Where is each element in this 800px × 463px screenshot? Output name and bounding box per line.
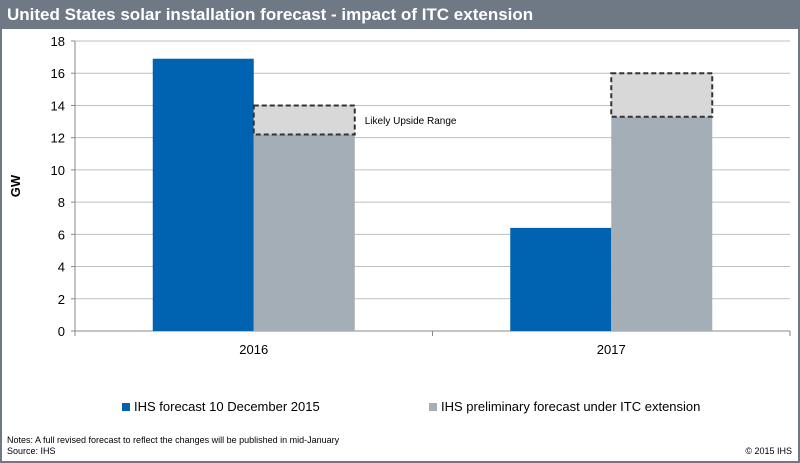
y-tick-label: 10	[51, 163, 65, 178]
legend-item-2: IHS preliminary forecast under ITC exten…	[429, 399, 700, 414]
y-tick-label: 12	[51, 131, 65, 146]
x-tick-label: 2016	[239, 342, 268, 357]
y-tick-label: 2	[58, 292, 65, 307]
bar-ihs-preliminary-forecast-under-itc-extension	[253, 134, 355, 331]
upside-range-box	[252, 104, 356, 136]
upside-range-box	[610, 72, 714, 118]
legend-swatch	[429, 402, 437, 411]
upside-range-label: Likely Upside Range	[365, 116, 457, 127]
y-tick-label: 0	[58, 324, 65, 339]
legend-swatch	[122, 402, 130, 411]
bar-ihs-preliminary-forecast-under-itc-extension	[611, 116, 713, 331]
notes: Notes: A full revised forecast to reflec…	[7, 435, 340, 445]
bar-ihs-forecast-10-december-2015	[510, 227, 612, 331]
y-tick-label: 8	[58, 195, 65, 210]
y-tick-label: 14	[51, 98, 65, 113]
copyright: © 2015 IHS	[745, 446, 792, 456]
chart-title: United States solar installation forecas…	[0, 0, 800, 29]
legend-label: IHS preliminary forecast under ITC exten…	[441, 399, 701, 414]
source: Source: IHS	[7, 446, 56, 456]
y-tick-label: 18	[51, 34, 65, 49]
y-tick-label: 4	[58, 260, 65, 275]
legend-label: IHS forecast 10 December 2015	[134, 399, 320, 414]
y-tick-label: 16	[51, 66, 65, 81]
bar-ihs-forecast-10-december-2015	[152, 58, 254, 331]
x-tick-label: 2017	[597, 342, 626, 357]
y-axis-label: GW	[8, 174, 23, 197]
y-tick-label: 6	[58, 227, 65, 242]
legend-item-1: IHS forecast 10 December 2015	[122, 399, 320, 414]
